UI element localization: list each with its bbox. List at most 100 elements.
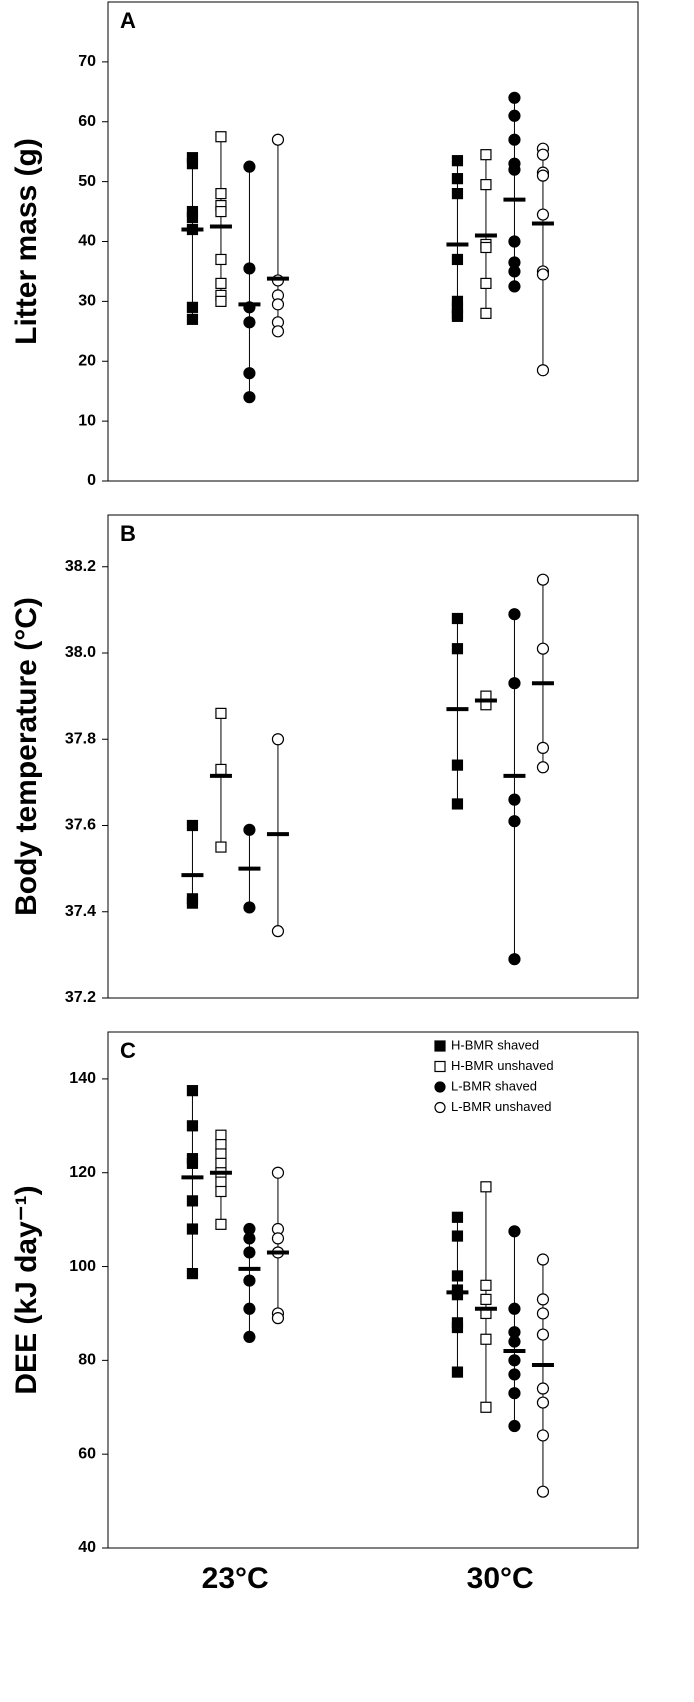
data-point	[508, 1302, 521, 1315]
data-point	[215, 1176, 227, 1188]
data-point	[536, 148, 550, 161]
y-tick-label: 38.0	[65, 644, 96, 661]
data-point	[243, 367, 256, 380]
data-point	[536, 761, 550, 774]
data-point	[451, 612, 464, 625]
data-point	[451, 1230, 464, 1242]
data-point	[508, 1419, 521, 1433]
data-point	[536, 1382, 550, 1395]
data-point	[536, 1485, 550, 1498]
data-point	[536, 1293, 550, 1306]
data-point	[536, 573, 550, 586]
data-point	[480, 1279, 492, 1291]
data-point	[451, 798, 464, 810]
data-point	[451, 643, 464, 655]
data-point	[186, 819, 199, 832]
data-point	[186, 897, 199, 909]
data-point	[243, 1232, 256, 1245]
data-point	[480, 149, 492, 161]
plot-frame	[107, 514, 639, 999]
legend-label: H-BMR unshaved	[451, 1058, 554, 1073]
data-point	[480, 1181, 492, 1193]
y-tick-label: 50	[78, 173, 96, 190]
data-point	[536, 169, 550, 182]
data-point	[480, 241, 492, 254]
plot-frame	[107, 1031, 639, 1549]
y-tick-label: 30	[78, 293, 96, 310]
data-point	[508, 815, 521, 828]
data-point	[536, 1429, 550, 1442]
y-tick-label: 37.4	[65, 903, 96, 920]
data-point	[508, 133, 521, 146]
data-point	[480, 1333, 492, 1345]
x-tick-label: 23°C	[202, 1562, 269, 1595]
y-tick-label: 140	[69, 1070, 96, 1087]
data-point	[215, 1148, 227, 1160]
data-point	[536, 1328, 550, 1341]
data-point	[215, 277, 227, 290]
y-axis-label: Body temperature (°C)	[10, 597, 43, 916]
data-point	[536, 1396, 550, 1409]
y-tick-label: 40	[78, 1539, 96, 1556]
legend-label: L-BMR unshaved	[451, 1099, 551, 1114]
data-point	[451, 310, 464, 322]
data-point	[243, 316, 256, 329]
data-point	[451, 1321, 464, 1334]
data-point	[536, 268, 550, 281]
data-point	[508, 265, 521, 278]
data-point	[215, 1138, 227, 1151]
data-point	[186, 211, 199, 224]
data-point	[508, 109, 521, 122]
data-point	[451, 155, 464, 167]
y-axis-label: Litter mass (g)	[10, 138, 43, 345]
data-point	[215, 707, 227, 719]
data-point	[508, 1387, 521, 1400]
data-point	[215, 1185, 227, 1198]
y-tick-label: 70	[78, 53, 96, 70]
legend-marker	[434, 1081, 446, 1093]
data-point	[186, 1267, 199, 1280]
data-point	[451, 1270, 464, 1282]
data-point	[186, 301, 199, 313]
data-point	[186, 313, 199, 325]
y-tick-label: 37.8	[65, 730, 96, 747]
data-point	[271, 925, 285, 938]
data-point	[271, 1166, 285, 1179]
data-point	[215, 295, 227, 307]
data-point	[186, 158, 199, 170]
data-point	[186, 1223, 199, 1235]
data-point	[508, 1335, 521, 1348]
data-point	[451, 759, 464, 771]
data-point	[243, 1302, 256, 1315]
y-tick-label: 60	[78, 113, 96, 130]
data-point	[508, 608, 521, 621]
data-point	[271, 298, 285, 311]
data-point	[186, 1195, 199, 1207]
data-point	[508, 1354, 521, 1367]
data-point	[243, 391, 256, 404]
data-point	[480, 277, 492, 290]
data-point	[243, 1274, 256, 1287]
data-point	[480, 179, 492, 191]
data-point	[508, 235, 521, 248]
data-point	[508, 280, 521, 293]
y-tick-label: 37.6	[65, 817, 96, 834]
panel-label: C	[120, 1038, 136, 1063]
x-tick-label: 30°C	[467, 1562, 534, 1595]
legend-marker	[434, 1060, 446, 1073]
y-tick-label: 0	[87, 472, 96, 489]
data-point	[536, 208, 550, 221]
plot-frame	[107, 1, 639, 482]
y-tick-label: 10	[78, 412, 96, 429]
data-point	[243, 823, 256, 836]
data-point	[271, 325, 285, 338]
y-tick-label: 60	[78, 1445, 96, 1462]
data-point	[215, 188, 227, 200]
data-point	[215, 1129, 227, 1141]
data-point	[480, 1401, 492, 1413]
data-point	[508, 677, 521, 690]
data-point	[508, 163, 521, 176]
data-point	[536, 1307, 550, 1320]
y-tick-label: 37.2	[65, 989, 96, 1006]
data-point	[536, 1253, 550, 1266]
